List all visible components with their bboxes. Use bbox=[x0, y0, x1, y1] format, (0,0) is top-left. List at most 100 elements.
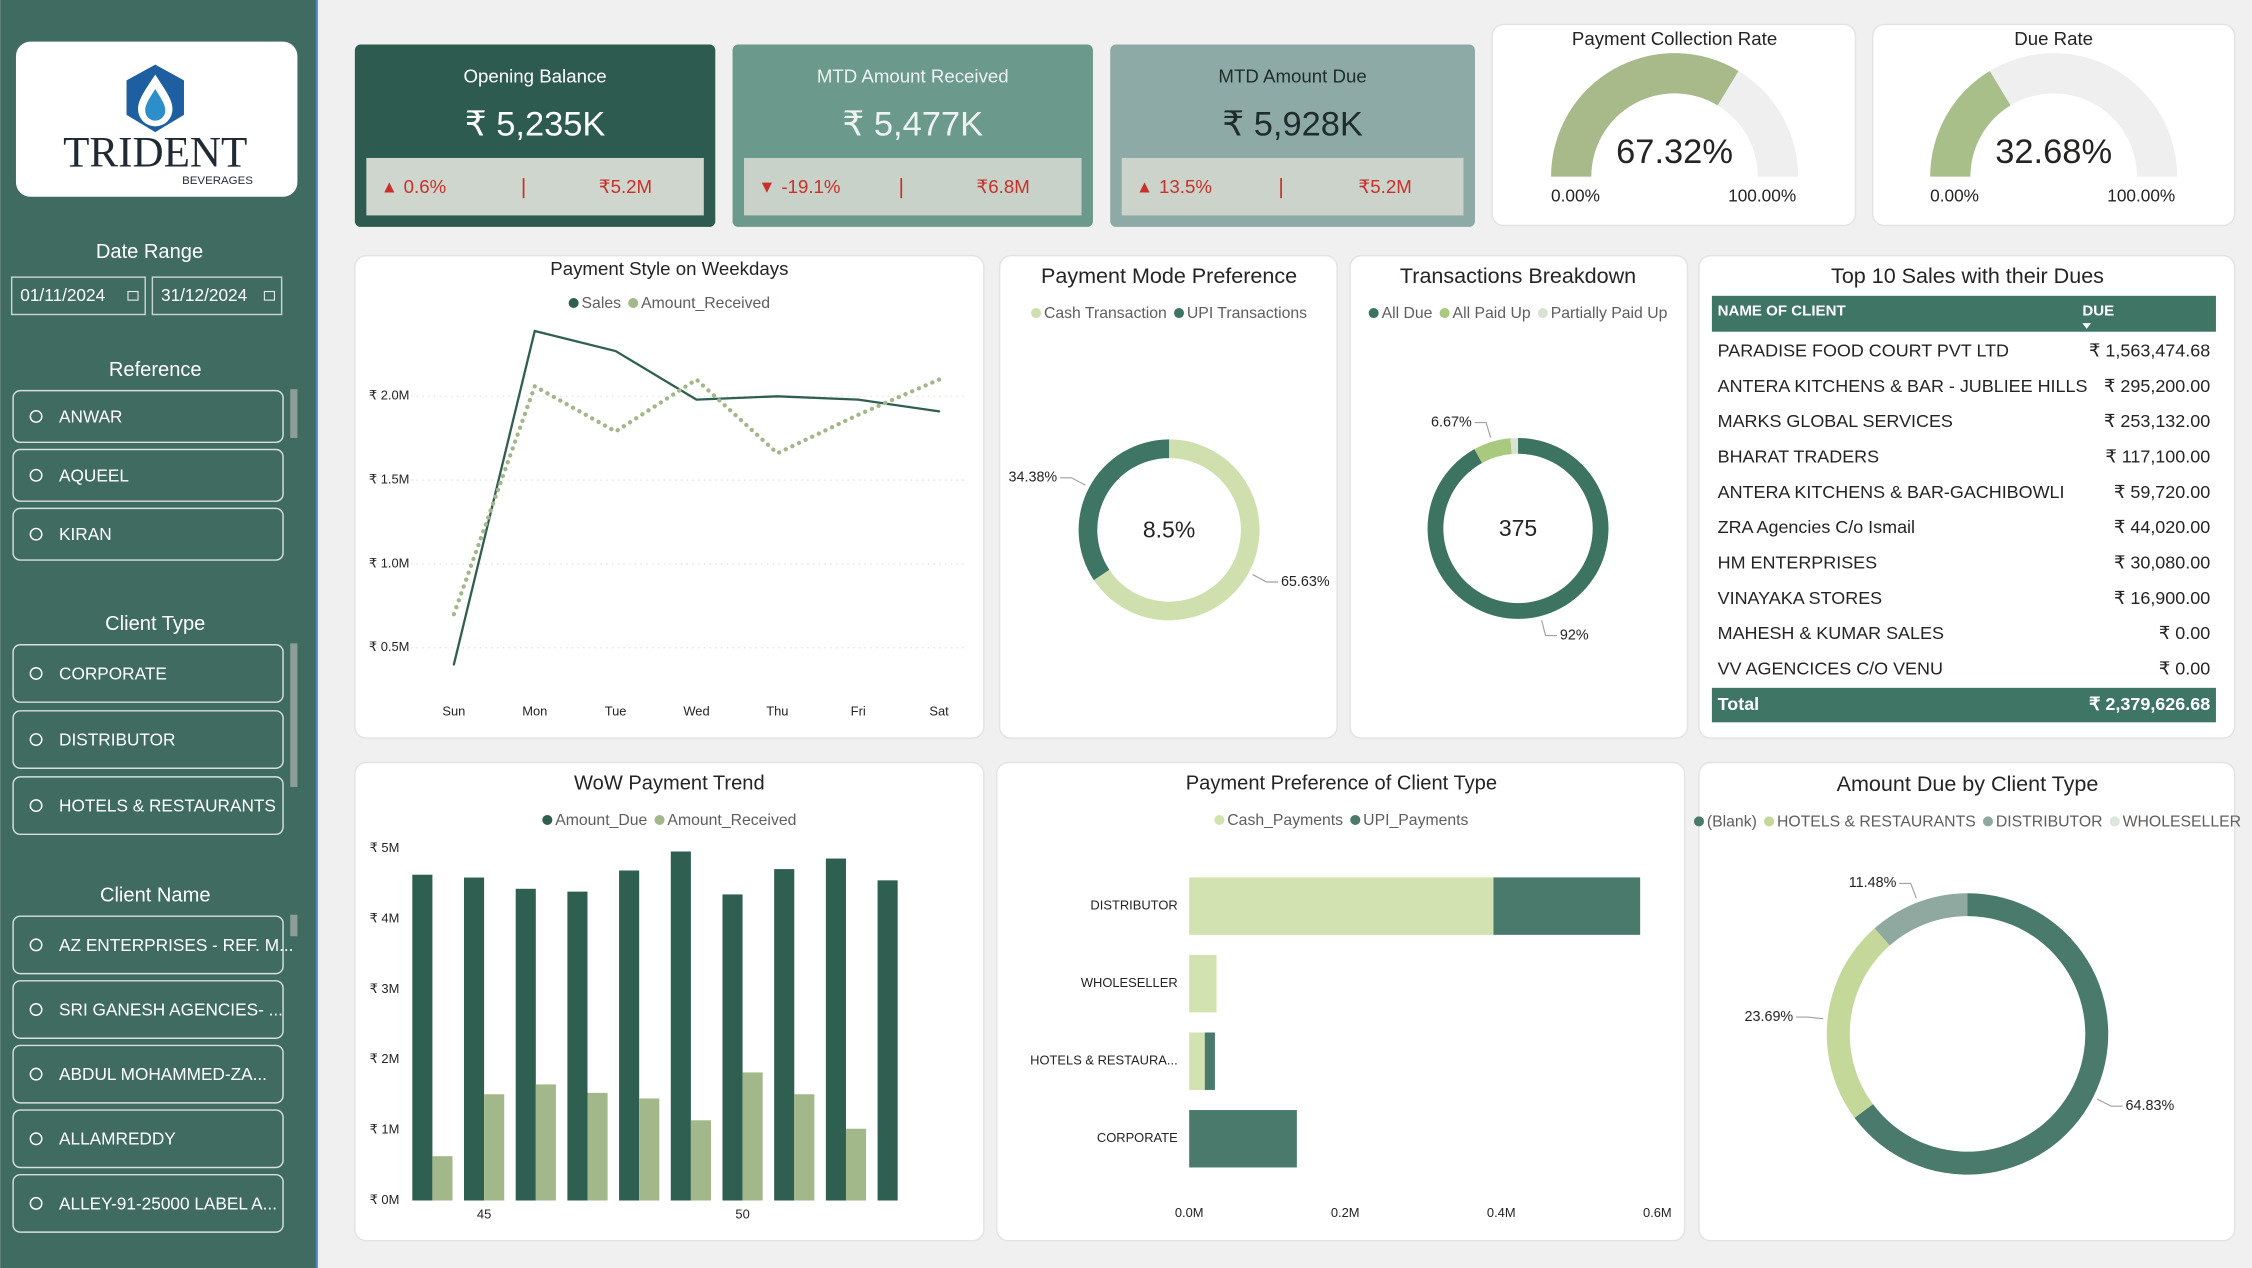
legend-label: (Blank) bbox=[1707, 813, 1757, 830]
kpi-change: 0.6% bbox=[404, 176, 447, 197]
bar bbox=[639, 1098, 660, 1201]
radio bbox=[29, 1132, 43, 1146]
bar bbox=[794, 1094, 815, 1201]
gauge-value: 67.32% bbox=[1616, 133, 1733, 171]
chart-title: Payment Mode Preference bbox=[1041, 264, 1297, 288]
gauge-min: 0.00% bbox=[1930, 185, 1979, 205]
radio bbox=[29, 733, 43, 747]
x-tick-label: 0.4M bbox=[1487, 1205, 1516, 1220]
table-cell: PARADISE FOOD COURT PVT LTD bbox=[1718, 341, 2009, 361]
x-tick-label: 0.6M bbox=[1643, 1205, 1672, 1220]
bar-segment bbox=[1189, 877, 1494, 935]
radio bbox=[29, 938, 43, 952]
bar bbox=[877, 880, 898, 1201]
date-input[interactable] bbox=[151, 276, 283, 316]
y-tick-label: ₹ 0.5M bbox=[369, 639, 410, 654]
x-tick-label: 45 bbox=[477, 1206, 491, 1221]
legend-marker bbox=[1368, 308, 1379, 319]
bar bbox=[587, 1092, 608, 1201]
table-cell: ₹ 117,100.00 bbox=[2105, 447, 2210, 467]
scrollbar bbox=[290, 643, 298, 787]
table-cell: ₹ 44,020.00 bbox=[2114, 517, 2210, 537]
card bbox=[354, 254, 985, 739]
slicer-item-label: AQUEEL bbox=[59, 465, 129, 485]
x-tick-label: Fri bbox=[851, 704, 866, 719]
line-series bbox=[452, 329, 941, 666]
scrollbar bbox=[290, 914, 298, 937]
kpi-indicator: ▲ bbox=[1136, 177, 1153, 197]
gauge-fill bbox=[1930, 70, 2011, 177]
slicer-item-label: ALLEY-91-25000 LABEL A... bbox=[59, 1193, 277, 1213]
y-tick-label: DISTRIBUTOR bbox=[1090, 898, 1177, 913]
radio bbox=[29, 799, 43, 813]
slicer-item-label: CORPORATE bbox=[59, 663, 167, 683]
data-label: 6.67% bbox=[1431, 414, 1472, 430]
kpi-value: ₹ 5,477K bbox=[842, 105, 983, 143]
table-cell: HM ENTERPRISES bbox=[1718, 553, 1878, 573]
bar bbox=[845, 1128, 867, 1201]
kpi-title: Opening Balance bbox=[464, 65, 607, 86]
data-label: 92% bbox=[1560, 627, 1589, 643]
legend-label: Amount_Received bbox=[667, 812, 796, 829]
slicer-item-label: DISTRIBUTOR bbox=[59, 730, 175, 750]
table-cell: ₹ 0.00 bbox=[2159, 658, 2210, 678]
kpi-value: ₹ 5,928K bbox=[1222, 105, 1363, 143]
sidebar bbox=[0, 0, 317, 1268]
legend-marker bbox=[1031, 308, 1042, 319]
date-range-title: Date Range bbox=[96, 241, 203, 263]
legend-marker bbox=[654, 814, 665, 825]
gauge-max: 100.00% bbox=[2107, 185, 2175, 205]
chart-title: Payment Style on Weekdays bbox=[550, 258, 788, 279]
table-cell: BHARAT TRADERS bbox=[1718, 447, 1880, 467]
x-tick-label: Wed bbox=[683, 704, 709, 719]
x-tick-label: Mon bbox=[522, 704, 547, 719]
legend-marker bbox=[1173, 308, 1185, 319]
donut-segment bbox=[1826, 928, 1890, 1118]
radio bbox=[29, 1067, 43, 1081]
y-tick-label: ₹ 1.5M bbox=[369, 472, 410, 487]
slicer-item[interactable] bbox=[12, 389, 284, 444]
legend-marker bbox=[1764, 816, 1775, 827]
bar bbox=[432, 1156, 453, 1201]
total-label: Total bbox=[1718, 694, 1760, 714]
bar bbox=[515, 888, 536, 1201]
table-header bbox=[1711, 295, 2216, 332]
y-tick-label: HOTELS & RESTAURA... bbox=[1030, 1053, 1178, 1068]
gauge-min: 0.00% bbox=[1551, 185, 1600, 205]
kpi-indicator: ▲ bbox=[381, 177, 398, 197]
slicer-item[interactable] bbox=[12, 644, 284, 703]
slicer-item[interactable] bbox=[12, 980, 284, 1039]
logo-name: TRIDENT bbox=[63, 129, 247, 176]
slicer-item[interactable] bbox=[12, 915, 284, 975]
slicer-item[interactable] bbox=[12, 448, 284, 502]
table-total-row bbox=[1711, 687, 2216, 723]
line-series bbox=[451, 377, 942, 617]
kpi-title: MTD Amount Due bbox=[1218, 65, 1366, 86]
radio bbox=[29, 527, 43, 541]
legend-label: All Due bbox=[1382, 305, 1433, 322]
legend-label: Partially Paid Up bbox=[1551, 305, 1668, 322]
slicer-item[interactable] bbox=[12, 1173, 284, 1233]
y-tick-label: ₹ 0M bbox=[370, 1192, 400, 1207]
slicer-item-label: KIRAN bbox=[59, 524, 112, 544]
date-input[interactable] bbox=[10, 276, 146, 316]
x-tick-label: 0.2M bbox=[1331, 1205, 1360, 1220]
leader-line bbox=[1474, 422, 1492, 438]
bar bbox=[463, 877, 485, 1201]
slicer-item[interactable] bbox=[12, 1109, 284, 1169]
legend-marker bbox=[542, 814, 553, 825]
data-label: 11.48% bbox=[1849, 875, 1897, 891]
chart-title: Amount Due by Client Type bbox=[1837, 772, 2099, 796]
slicer-item[interactable] bbox=[12, 507, 284, 561]
legend-label: HOTELS & RESTAURANTS bbox=[1777, 813, 1976, 830]
slicer-item-label: HOTELS & RESTAURANTS bbox=[59, 796, 276, 816]
slicer-item[interactable] bbox=[12, 710, 284, 769]
card bbox=[1349, 254, 1689, 739]
slicer-item[interactable] bbox=[12, 1044, 284, 1104]
kpi-strip bbox=[366, 157, 704, 216]
slicer-item[interactable] bbox=[12, 776, 284, 836]
card bbox=[998, 254, 1338, 739]
bar bbox=[722, 894, 743, 1201]
donut-segment bbox=[1874, 893, 1968, 946]
